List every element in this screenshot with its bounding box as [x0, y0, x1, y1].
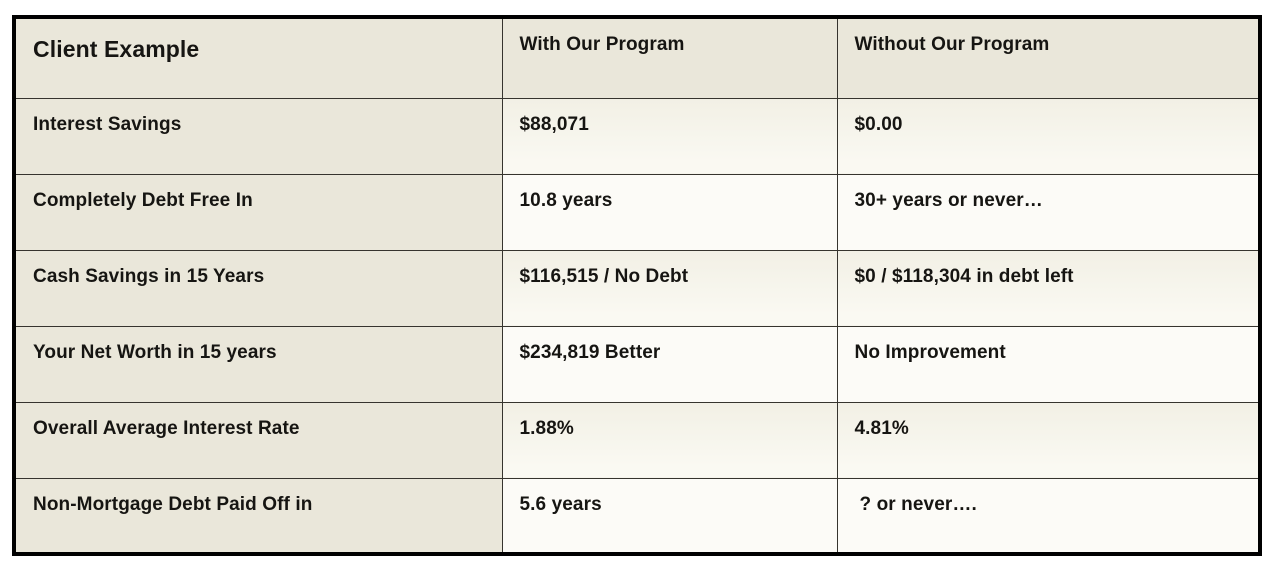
table-row-cash-savings: Cash Savings in 15 Years $116,515 / No D…	[13, 249, 1261, 327]
cell-without-program: No Improvement	[836, 325, 1261, 403]
cell-with-program: 10.8 years	[501, 173, 838, 251]
table-row-interest-savings: Interest Savings $88,071 $0.00	[13, 97, 1261, 175]
table-row-net-worth: Your Net Worth in 15 years $234,819 Bett…	[13, 325, 1261, 403]
cell-without-program: 30+ years or never…	[836, 173, 1261, 251]
table-header-row: Client Example With Our Program Without …	[13, 16, 1261, 99]
cell-with-program: $116,515 / No Debt	[501, 249, 838, 327]
cell-without-program: 4.81%	[836, 401, 1261, 479]
comparison-table: Client Example With Our Program Without …	[12, 15, 1262, 556]
column-header-with-program: With Our Program	[501, 16, 838, 99]
table-row-non-mortgage-debt: Non-Mortgage Debt Paid Off in 5.6 years …	[13, 477, 1261, 555]
cell-with-program: 5.6 years	[501, 477, 838, 555]
cell-with-program: $234,819 Better	[501, 325, 838, 403]
cell-without-program: $0 / $118,304 in debt left	[836, 249, 1261, 327]
row-label: Completely Debt Free In	[13, 173, 503, 251]
comparison-table-container: Client Example With Our Program Without …	[12, 15, 1262, 556]
cell-without-program: $0.00	[836, 97, 1261, 175]
table-row-avg-interest-rate: Overall Average Interest Rate 1.88% 4.81…	[13, 401, 1261, 479]
row-label: Overall Average Interest Rate	[13, 401, 503, 479]
row-label: Cash Savings in 15 Years	[13, 249, 503, 327]
row-label: Non-Mortgage Debt Paid Off in	[13, 477, 503, 555]
table-row-debt-free-in: Completely Debt Free In 10.8 years 30+ y…	[13, 173, 1261, 251]
cell-with-program: 1.88%	[501, 401, 838, 479]
row-label: Your Net Worth in 15 years	[13, 325, 503, 403]
cell-with-program: $88,071	[501, 97, 838, 175]
column-header-without-program: Without Our Program	[836, 16, 1261, 99]
column-header-client-example: Client Example	[13, 16, 503, 99]
cell-without-program: ? or never….	[836, 477, 1261, 555]
row-label: Interest Savings	[13, 97, 503, 175]
